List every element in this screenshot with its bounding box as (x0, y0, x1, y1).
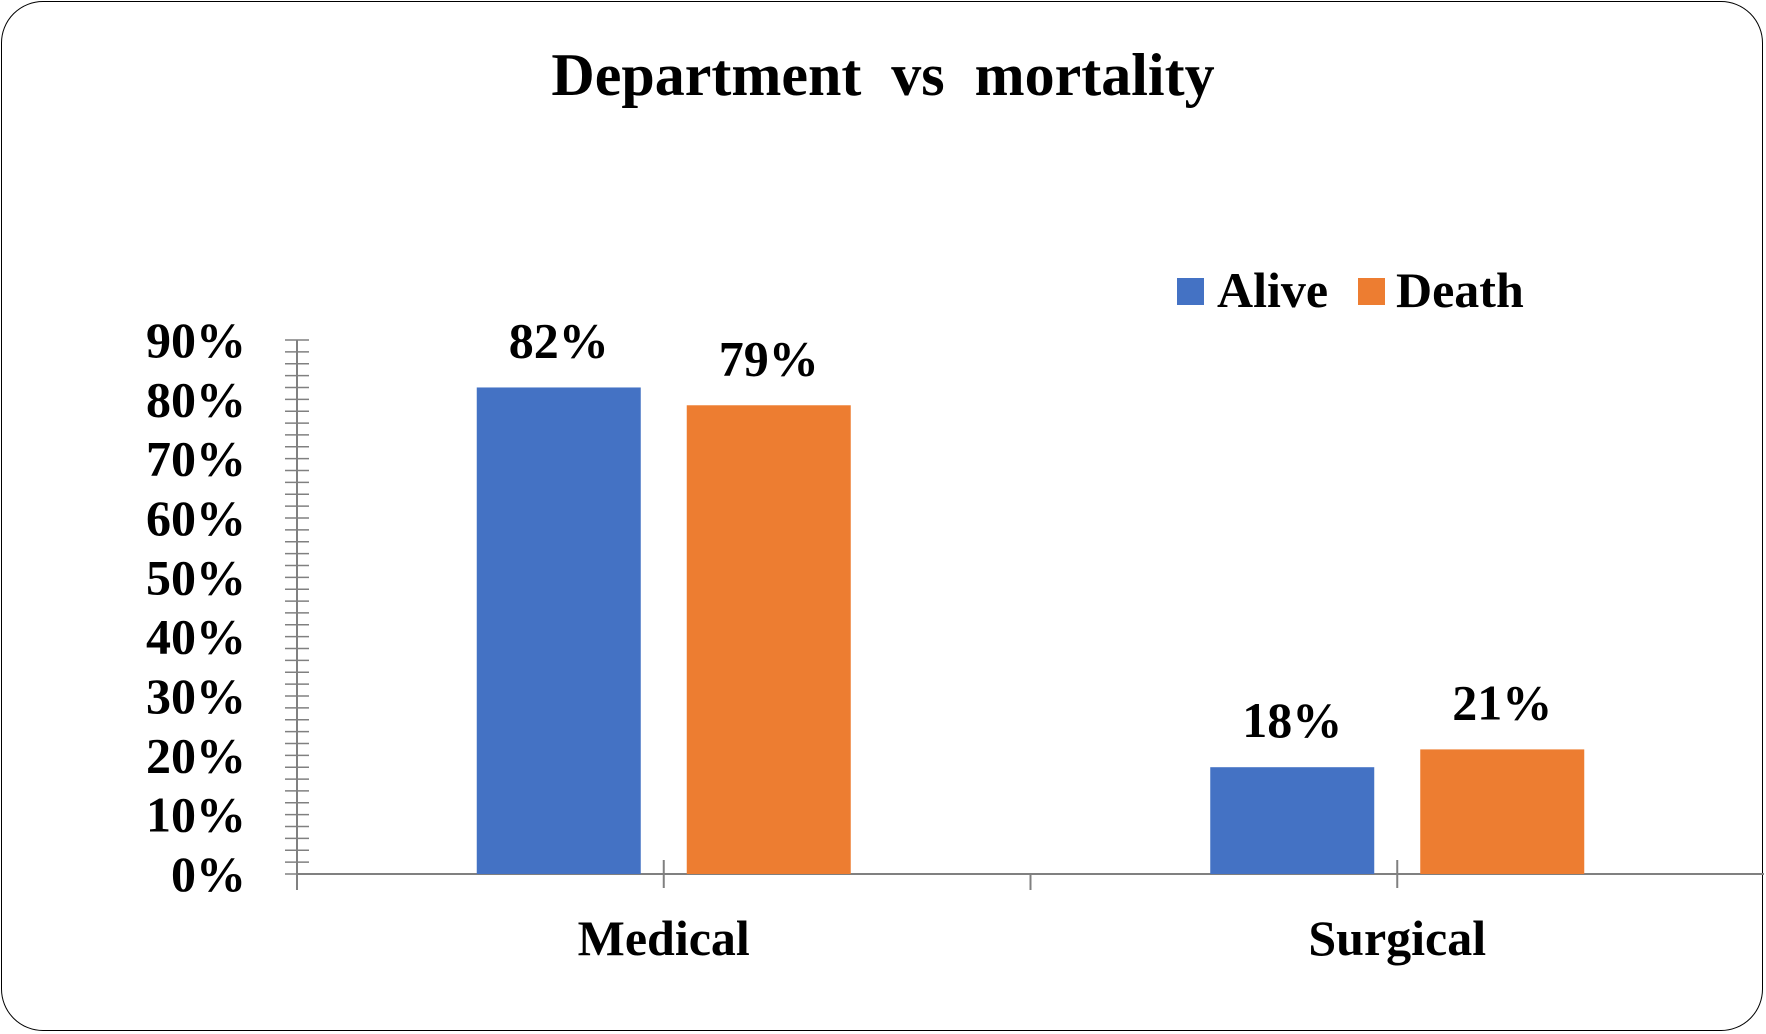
y-tick-label: 0% (171, 846, 246, 902)
legend-label-death: Death (1396, 262, 1524, 318)
legend-label-alive: Alive (1217, 262, 1328, 318)
y-tick-label: 20% (146, 727, 246, 783)
bar-alive (476, 387, 641, 874)
y-tick-label: 80% (146, 371, 246, 427)
bar-death (686, 405, 851, 874)
bar-death (1420, 749, 1585, 874)
y-tick-label: 40% (146, 609, 246, 665)
x-category-label: Medical (578, 910, 750, 966)
legend: Alive Death (1177, 262, 1524, 318)
data-labels: 82% 79% 18% 21% (509, 312, 1553, 748)
y-tick-label: 70% (146, 431, 246, 487)
chart-title: Department vs mortality (551, 42, 1214, 108)
data-label: 18% (1242, 692, 1342, 748)
data-label: 79% (719, 330, 819, 386)
bars (476, 387, 1585, 874)
data-label: 21% (1452, 674, 1552, 730)
data-label: 82% (509, 312, 609, 368)
x-axis: Medical Surgical (297, 860, 1764, 966)
y-tick-label: 30% (146, 668, 246, 724)
y-tick-label: 90% (146, 312, 246, 368)
bar-alive (1210, 767, 1375, 874)
y-axis: 0%10%20%30%40%50%60%70%80%90% (146, 312, 309, 902)
legend-swatch-alive (1177, 278, 1204, 305)
y-tick-label: 50% (146, 549, 246, 605)
y-tick-label: 10% (146, 787, 246, 843)
legend-swatch-death (1358, 278, 1385, 305)
x-category-label: Surgical (1308, 910, 1486, 966)
y-tick-label: 60% (146, 490, 246, 546)
